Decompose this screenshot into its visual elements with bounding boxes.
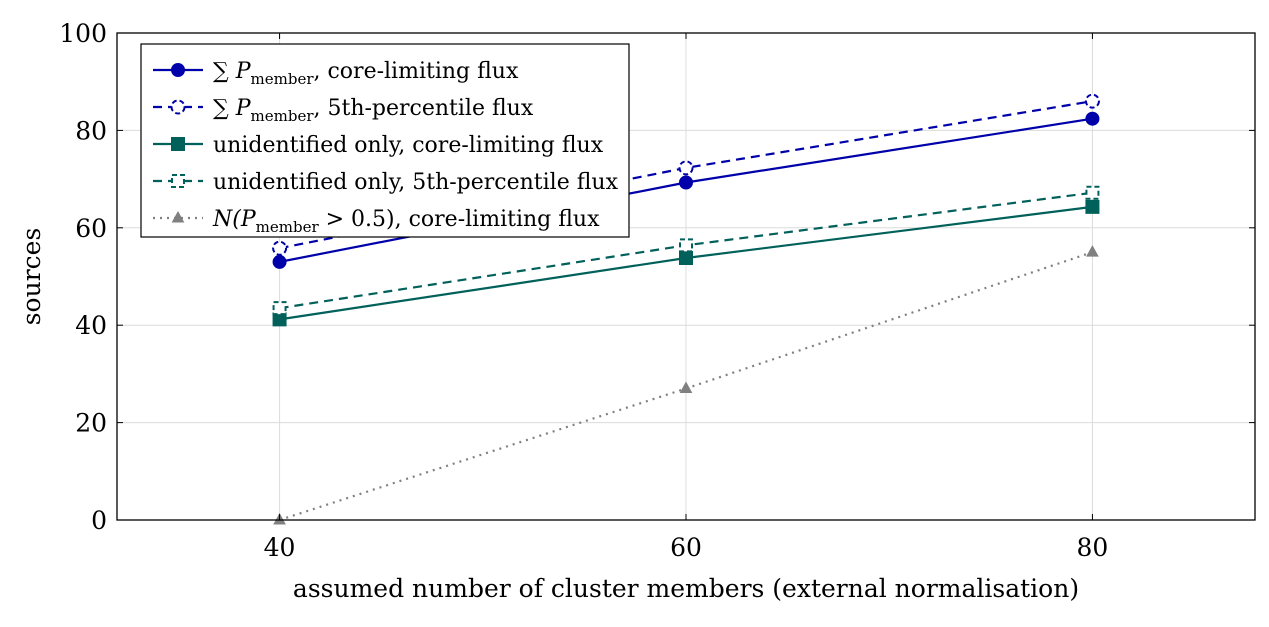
legend-label: N(Pmember > 0.5), core-limiting flux (212, 207, 600, 236)
legend-marker (171, 63, 185, 77)
legend-label-part: N (212, 207, 233, 232)
data-point (679, 381, 693, 394)
data-point (679, 250, 693, 265)
legend-marker (171, 174, 185, 188)
legend-entry: unidentified only, 5th-percentile flux (153, 170, 619, 195)
series-4 (272, 185, 1100, 316)
legend-entry: N(Pmember > 0.5), core-limiting flux (153, 207, 600, 236)
legend-label-part: P (235, 96, 252, 121)
legend-label-part: > 0.5), core-limiting flux (319, 207, 600, 232)
series-3 (272, 199, 1100, 327)
legend-box (140, 43, 630, 238)
tick-layer: 40 60 80 0 20 40 60 80 100 (59, 19, 1255, 562)
series-layer (272, 93, 1100, 525)
legend-entry: ∑ Pmember, 5th-percentile flux (153, 96, 534, 125)
y-tick-label: 40 (75, 311, 107, 340)
legend-label: ∑ Pmember, 5th-percentile flux (213, 96, 534, 125)
legend-label: ∑ Pmember, core-limiting flux (213, 59, 519, 88)
legend-entry: unidentified only, core-limiting flux (153, 133, 604, 158)
x-tick-label: 40 (264, 533, 296, 562)
legend-label-part: , core-limiting flux (314, 59, 519, 84)
y-tick-label: 100 (59, 19, 107, 48)
data-point (272, 301, 287, 316)
x-tick-label: 80 (1077, 533, 1109, 562)
legend-label-part: unidentified only, core-limiting flux (213, 133, 604, 158)
x-tick-label: 60 (670, 533, 702, 562)
y-tick-label: 0 (91, 506, 107, 535)
legend: ∑ Pmember, core-limiting flux∑ Pmember, … (140, 43, 630, 238)
legend-label-part: ∑ (213, 59, 236, 84)
legend-label-part: , 5th-percentile flux (314, 96, 534, 121)
legend-entry: ∑ Pmember, core-limiting flux (153, 59, 519, 88)
legend-label-part: unidentified only, 5th-percentile flux (213, 170, 619, 195)
legend-label-part: member (251, 70, 315, 88)
legend-marker (170, 99, 186, 115)
data-point (1085, 185, 1100, 200)
data-point (1086, 245, 1099, 257)
y-tick-label: 80 (75, 116, 107, 145)
data-point (1085, 199, 1100, 214)
data-point (1084, 93, 1100, 109)
legend-marker (171, 137, 185, 151)
y-axis-label: sources (17, 228, 46, 326)
legend-marker (171, 210, 185, 223)
legend-label-part: member (256, 218, 320, 236)
legend-label-part: (P (232, 207, 257, 232)
legend-label-part: member (251, 107, 315, 125)
legend-label: unidentified only, 5th-percentile flux (213, 170, 619, 195)
legend-label-part: P (235, 59, 252, 84)
y-tick-label: 60 (75, 214, 107, 243)
data-point (679, 238, 693, 253)
legend-label: unidentified only, core-limiting flux (213, 133, 604, 158)
data-point (679, 175, 693, 190)
data-point (272, 240, 288, 256)
data-point (272, 254, 287, 269)
x-axis-label: assumed number of cluster members (exter… (293, 574, 1079, 603)
legend-label-part: ∑ (213, 96, 236, 121)
data-point (678, 160, 694, 176)
data-point (1085, 111, 1100, 126)
y-tick-label: 20 (75, 409, 107, 438)
